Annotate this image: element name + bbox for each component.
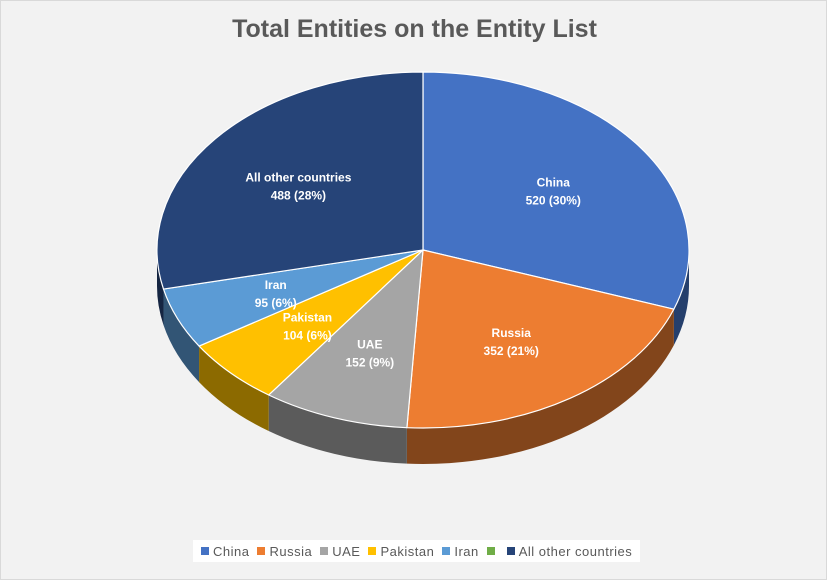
pie-side-iran bbox=[163, 289, 200, 383]
legend-swatch bbox=[506, 547, 515, 555]
legend-swatch bbox=[486, 547, 495, 555]
data-label-name-iran: Iran bbox=[265, 278, 287, 292]
pie-side-pakistan bbox=[199, 346, 269, 431]
data-label-name-russia: Russia bbox=[492, 326, 532, 340]
legend-swatch bbox=[368, 547, 377, 555]
pie-slice-russia bbox=[406, 249, 675, 429]
pie-slice-uae bbox=[268, 249, 424, 429]
data-label-name-all-other-countries: All other countries bbox=[245, 170, 351, 184]
legend-item: China bbox=[201, 544, 249, 559]
legend-swatch bbox=[201, 547, 209, 555]
legend-label: Russia bbox=[269, 543, 313, 559]
pie-tops bbox=[156, 71, 690, 429]
legend-label: China bbox=[213, 543, 250, 559]
data-label-value-russia: 352 (21%) bbox=[484, 344, 539, 358]
legend-label: Pakistan bbox=[380, 543, 435, 559]
data-label-value-china: 520 (30%) bbox=[526, 193, 581, 207]
pie-slice-china bbox=[422, 71, 690, 310]
legend-label: UAE bbox=[332, 543, 361, 559]
pie-slice-all-other-countries bbox=[156, 71, 424, 290]
legend-item bbox=[486, 547, 499, 555]
data-label-value-iran: 95 (6%) bbox=[255, 296, 297, 310]
data-label-name-china: China bbox=[537, 175, 571, 189]
data-label-name-uae: UAE bbox=[357, 338, 382, 352]
legend-swatch bbox=[442, 547, 451, 555]
legend-item: UAE bbox=[320, 544, 360, 559]
legend-swatch bbox=[257, 547, 266, 555]
chart-legend: China Russia UAE Pakistan Iran All other coun… bbox=[193, 540, 641, 562]
legend-item: Russia bbox=[257, 544, 312, 559]
data-label-value-all-other-countries: 488 (28%) bbox=[271, 188, 326, 202]
data-label-name-pakistan: Pakistan bbox=[283, 311, 332, 325]
pie-side-china bbox=[673, 250, 689, 346]
pie-side-all-other-countries bbox=[157, 250, 164, 326]
chart-title: Total Entities on the Entity List bbox=[232, 15, 597, 43]
pie-labels: China 520 (30%) Russia 352 (21%) UAE 152 (9%)… bbox=[245, 170, 581, 369]
legend-swatch bbox=[320, 547, 329, 555]
legend-item: Iran bbox=[442, 544, 478, 559]
pie-side-uae bbox=[268, 394, 407, 464]
legend-item: All other countries bbox=[506, 543, 633, 559]
data-label-value-uae: 152 (9%) bbox=[345, 356, 394, 370]
data-label-value-pakistan: 104 (6%) bbox=[283, 329, 332, 343]
legend-label: Iran bbox=[454, 543, 479, 559]
legend-item: Pakistan bbox=[368, 544, 434, 559]
legend-label: All other countries bbox=[518, 543, 633, 559]
